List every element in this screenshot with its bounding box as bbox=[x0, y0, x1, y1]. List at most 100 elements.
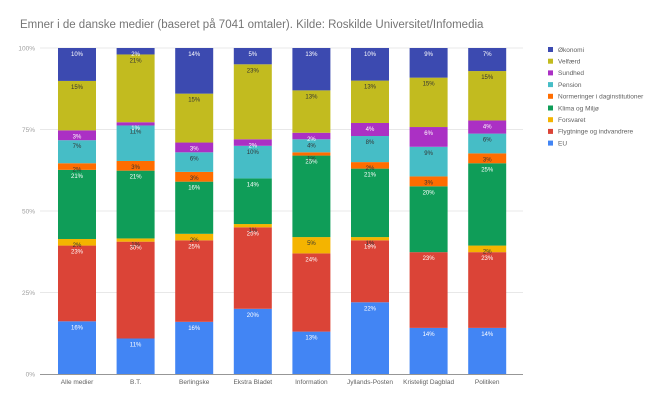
x-tick-label: Information bbox=[295, 379, 328, 386]
segment-value-label: 23% bbox=[423, 256, 436, 262]
bar-stack bbox=[351, 48, 389, 374]
legend-item[interactable]: Velfærd bbox=[548, 59, 581, 66]
y-tick-label: 0% bbox=[26, 372, 36, 379]
bar-segment bbox=[351, 162, 389, 169]
segment-value-label: 2% bbox=[190, 238, 199, 244]
bar-segment bbox=[409, 146, 448, 177]
segment-value-label: 5% bbox=[248, 52, 257, 58]
bar-segment bbox=[175, 321, 214, 374]
bar-stack bbox=[292, 48, 331, 374]
segment-value-label: 16% bbox=[188, 326, 201, 332]
bar-segment bbox=[58, 245, 96, 322]
legend-label: Klima og Miljø bbox=[558, 105, 599, 112]
legend-item[interactable]: Pension bbox=[548, 82, 582, 89]
segment-value-label: 2% bbox=[307, 137, 316, 143]
segment-value-label: 10% bbox=[71, 52, 84, 58]
segment-value-label: 3% bbox=[73, 134, 82, 140]
bar-segment bbox=[292, 139, 331, 153]
segment-value-label: 5% bbox=[307, 241, 316, 247]
bar-segment bbox=[409, 186, 448, 253]
legend-swatch bbox=[548, 47, 553, 52]
bar-segment bbox=[116, 125, 155, 161]
legend-label: Velfærd bbox=[558, 59, 581, 66]
segment-value-label: 20% bbox=[247, 313, 260, 319]
bar-segment bbox=[58, 163, 96, 170]
legend-item[interactable]: Sundhed bbox=[548, 70, 584, 77]
bar-segment bbox=[468, 245, 507, 253]
bar-segment bbox=[409, 327, 448, 374]
bar-segment bbox=[116, 338, 155, 374]
bars bbox=[58, 48, 507, 374]
bar-segment bbox=[233, 308, 272, 374]
bar-segment bbox=[292, 253, 331, 332]
bar-segment bbox=[468, 120, 507, 134]
segment-value-label: 11% bbox=[130, 129, 142, 135]
legend-item[interactable]: Klima og Miljø bbox=[548, 105, 599, 112]
bar-stack bbox=[233, 48, 272, 374]
segment-value-label: 1% bbox=[366, 241, 375, 247]
bar-segment bbox=[351, 80, 389, 123]
bar-segment bbox=[58, 80, 96, 131]
bar-segment bbox=[175, 142, 214, 153]
segment-value-label: 2% bbox=[483, 250, 492, 256]
legend-item[interactable]: Flygtninge og indvandrere bbox=[548, 129, 634, 136]
segment-value-label: 9% bbox=[424, 52, 433, 58]
segment-value-label: 2% bbox=[73, 243, 82, 249]
segment-value-label: 16% bbox=[188, 186, 201, 192]
segment-value-label: 16% bbox=[71, 325, 84, 331]
legend-swatch bbox=[548, 70, 553, 76]
segment-value-label: 10% bbox=[247, 150, 260, 156]
segment-value-label: 11% bbox=[130, 342, 142, 348]
segment-value-label: 9% bbox=[424, 151, 433, 157]
bar-segment bbox=[351, 136, 389, 163]
segment-value-label: 15% bbox=[481, 75, 494, 81]
bar-stack bbox=[175, 48, 214, 374]
segment-value-label: 13% bbox=[305, 336, 318, 342]
bar-segment bbox=[116, 48, 155, 55]
bar-segment bbox=[116, 170, 155, 239]
bar-segment bbox=[233, 139, 272, 146]
segment-value-label: 3% bbox=[190, 176, 199, 182]
segment-value-label: 25% bbox=[481, 167, 494, 173]
segment-value-label: 25% bbox=[247, 231, 260, 237]
segment-value-label: 2% bbox=[73, 167, 82, 173]
segment-value-label: 3% bbox=[483, 157, 492, 163]
bar-segment bbox=[409, 127, 448, 147]
chart-title: Emner i de danske medier (baseret på 704… bbox=[20, 19, 484, 31]
segment-value-label: 7% bbox=[483, 52, 492, 58]
y-tick-label: 25% bbox=[22, 290, 35, 297]
bar-segment bbox=[233, 227, 272, 309]
legend-label: Pension bbox=[558, 82, 582, 89]
legend-item[interactable]: Normeringer i daginstitutioner bbox=[548, 94, 644, 101]
segment-value-label: 24% bbox=[305, 257, 318, 263]
bar-segment bbox=[58, 238, 96, 246]
bar-segment bbox=[58, 130, 96, 141]
segment-value-label: 15% bbox=[71, 85, 84, 91]
segment-value-label: 21% bbox=[364, 173, 377, 179]
bar-segment bbox=[175, 240, 214, 322]
legend-swatch bbox=[548, 128, 553, 134]
segment-value-label: 6% bbox=[190, 156, 199, 162]
legend-item[interactable]: EU bbox=[548, 140, 567, 147]
y-tick-label: 100% bbox=[18, 46, 35, 53]
legend-item[interactable]: Økonomi bbox=[548, 47, 584, 54]
bar-stack bbox=[116, 48, 155, 374]
legend-label: Forsvaret bbox=[558, 117, 586, 124]
legend-swatch bbox=[548, 82, 553, 88]
segment-value-label: 23% bbox=[247, 68, 260, 74]
y-tick-label: 75% bbox=[22, 127, 35, 134]
bar-segment bbox=[292, 331, 331, 374]
legend-swatch bbox=[548, 58, 553, 64]
bar-segment bbox=[409, 252, 448, 328]
segment-value-label: 1% bbox=[248, 228, 257, 234]
segment-value-label: 14% bbox=[247, 182, 260, 188]
bar-segment bbox=[116, 54, 155, 123]
bar-stack bbox=[468, 48, 507, 374]
legend-item[interactable]: Forsvaret bbox=[548, 117, 586, 124]
legend: Økonomi Velfærd Sundhed Pension Normeringer … bbox=[548, 47, 644, 147]
bar-segment bbox=[292, 132, 331, 140]
bar-segment bbox=[233, 64, 272, 140]
segment-value-label: 14% bbox=[481, 332, 494, 338]
segment-value-label: 25% bbox=[305, 160, 318, 166]
